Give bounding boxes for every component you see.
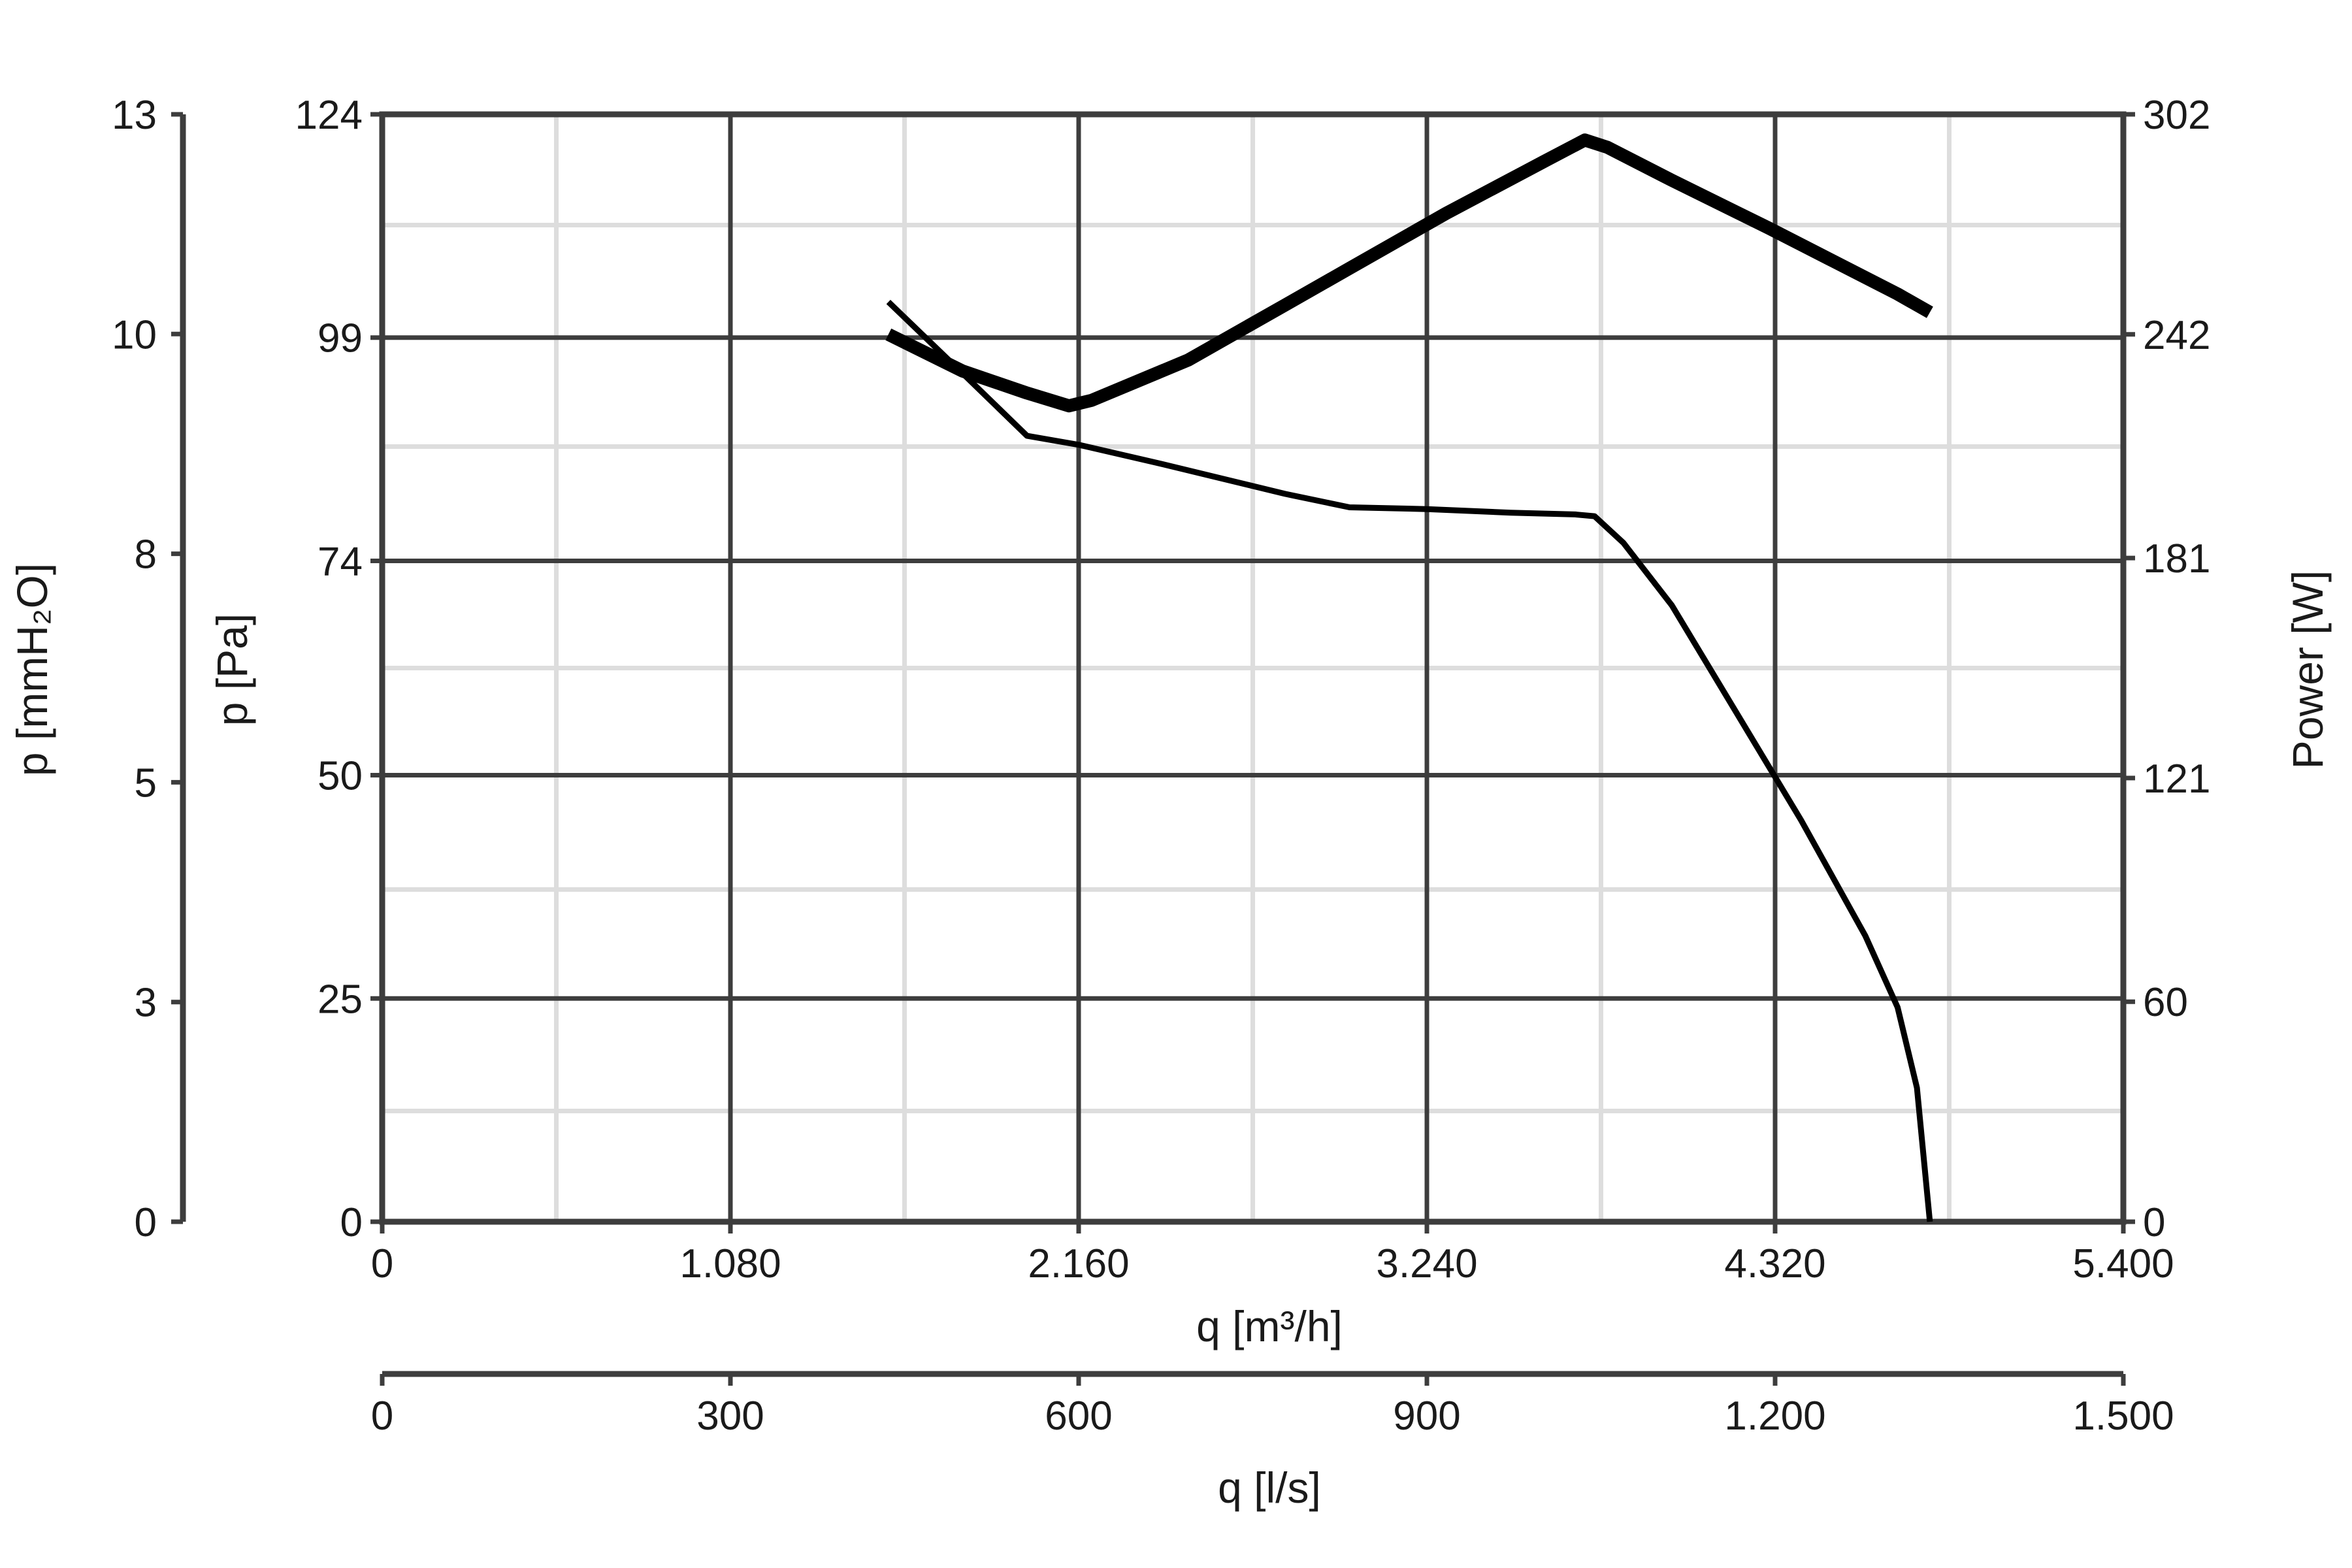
x-tick-label-m3h: 2.160 <box>1028 1241 1129 1286</box>
y-tick-label-mmh2o: 8 <box>135 532 157 578</box>
y-tick-label-mmh2o: 10 <box>112 312 157 357</box>
y-tick-label-power: 242 <box>2143 313 2210 358</box>
x-tick-label-m3h: 1.080 <box>679 1241 781 1286</box>
y-axis-title-mmh2o: p [mmH₂O] <box>8 563 56 776</box>
pressure-curve <box>886 299 1933 1222</box>
y-axis-title-power: Power [W] <box>2283 570 2332 769</box>
x-tick-label-m3h: 4.320 <box>1724 1241 1825 1286</box>
y-tick-label-pa: 99 <box>318 316 363 361</box>
y-axis-title-pa: p [Pa] <box>208 613 256 726</box>
y-tick-label-power: 60 <box>2143 980 2188 1025</box>
x-axis-title-ls: q [l/s] <box>1218 1463 1321 1512</box>
y-tick-label-power: 0 <box>2143 1200 2165 1245</box>
axes <box>171 111 2135 1386</box>
x-tick-label-ls: 300 <box>696 1394 764 1439</box>
x-tick-label-ls: 0 <box>371 1394 393 1439</box>
y-tick-label-pa: 124 <box>295 93 363 138</box>
x-tick-label-m3h: 5.400 <box>2072 1241 2174 1286</box>
x-tick-label-ls: 900 <box>1393 1394 1460 1439</box>
y-tick-label-pa: 74 <box>318 539 363 584</box>
tick-labels: 0 25 50 74 99 124 0 60 121 181 242 302 0 3 5 8 10 13 0 1.08… <box>112 93 2210 1439</box>
y-tick-label-pa: 0 <box>340 1200 363 1245</box>
y-tick-label-power: 181 <box>2143 536 2210 581</box>
plot-frame <box>379 111 2127 1225</box>
x-tick-label-ls: 1.500 <box>2072 1394 2174 1439</box>
y-tick-label-mmh2o: 13 <box>112 93 157 138</box>
y-tick-label-mmh2o: 3 <box>135 981 157 1026</box>
power-curve <box>885 133 1933 413</box>
x-tick-label-ls: 1.200 <box>1724 1394 1825 1439</box>
y-tick-label-mmh2o: 5 <box>135 760 157 806</box>
x-axis-title-m3h: q [m³/h] <box>1196 1302 1343 1350</box>
series-layer <box>885 133 1933 1222</box>
x-tick-label-ls: 600 <box>1045 1394 1112 1439</box>
x-tick-label-m3h: 3.240 <box>1376 1241 1477 1286</box>
minor-grid <box>382 114 2123 1222</box>
y-tick-label-pa: 50 <box>318 754 363 799</box>
y-tick-label-pa: 25 <box>318 977 363 1022</box>
y-tick-label-power: 302 <box>2143 93 2210 138</box>
x-tick-label-m3h: 0 <box>371 1241 393 1286</box>
y-tick-label-mmh2o: 0 <box>135 1200 157 1245</box>
y-tick-label-power: 121 <box>2143 757 2210 802</box>
